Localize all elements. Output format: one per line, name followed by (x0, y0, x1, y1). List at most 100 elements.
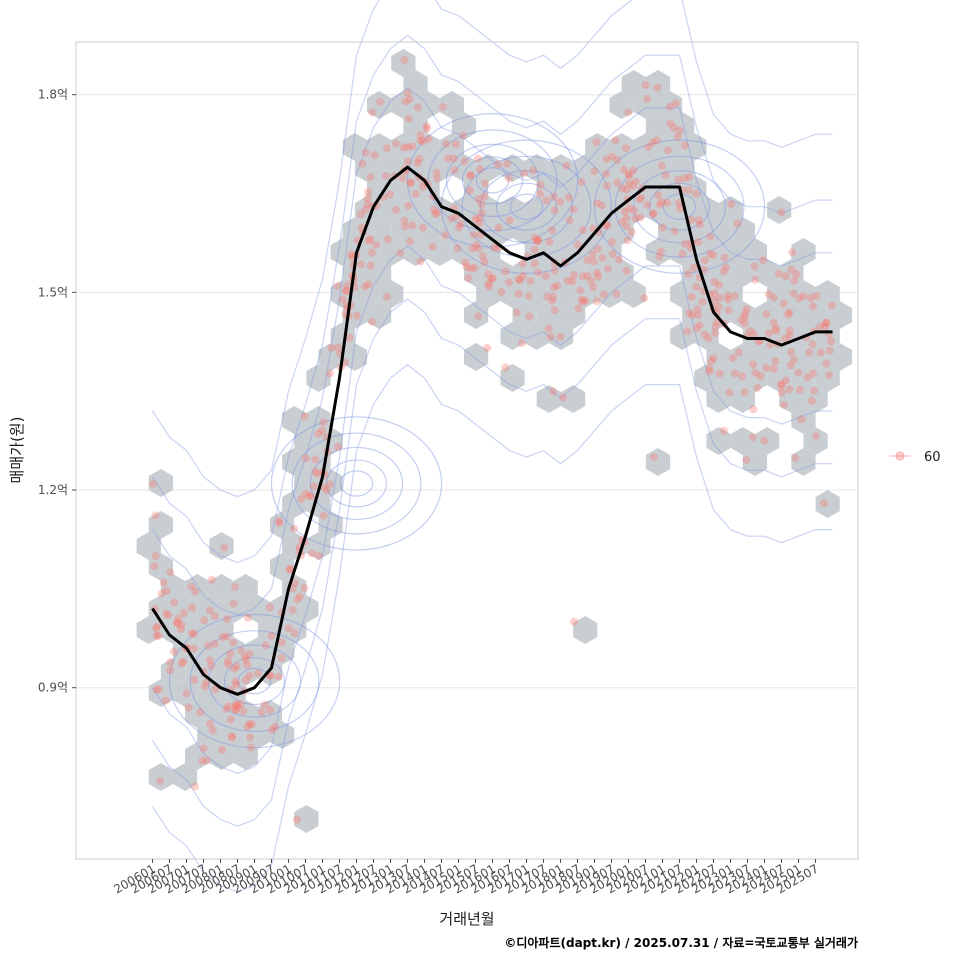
density-contour (291, 432, 422, 535)
data-point (345, 333, 354, 342)
data-point (428, 242, 437, 251)
hexbin-cell (597, 154, 622, 182)
data-point (771, 356, 780, 365)
data-point (809, 369, 817, 378)
data-point (475, 214, 484, 223)
hexbin-cell (670, 280, 695, 308)
data-point (161, 609, 170, 618)
hexbin-cell (609, 133, 634, 161)
data-point (602, 170, 611, 178)
hexbin-cell (379, 238, 404, 266)
hexbin-cell (645, 238, 671, 266)
data-point (464, 274, 473, 283)
data-point (207, 661, 216, 670)
data-point (383, 293, 391, 301)
hexbin-cell (573, 616, 598, 644)
data-point (578, 226, 587, 235)
density-contour (270, 416, 443, 551)
data-point (396, 248, 405, 257)
data-point (692, 282, 701, 291)
hexbin-cell (403, 112, 428, 140)
hexbin-cell (609, 175, 634, 203)
data-point (636, 213, 645, 222)
data-point (245, 733, 254, 742)
density-contour-envelope (151, 364, 833, 893)
hexbin-cell (803, 301, 828, 329)
data-point (408, 221, 417, 230)
data-point (159, 578, 168, 587)
data-point (444, 154, 452, 163)
hexbin-cell (221, 721, 246, 749)
y-tick-label: 1.5억 (38, 285, 68, 299)
data-point (301, 454, 310, 463)
data-point (693, 305, 702, 314)
hexbin-cell (791, 280, 816, 308)
data-point (392, 139, 400, 148)
data-point (781, 334, 790, 343)
hexbin-cell (464, 301, 489, 329)
data-point (398, 174, 407, 183)
data-point (790, 276, 799, 285)
data-point (173, 618, 182, 627)
data-point (166, 568, 175, 577)
data-point (663, 146, 672, 155)
hexbin-cell (136, 532, 161, 560)
data-point (442, 139, 451, 148)
hexbin-cell (403, 70, 428, 98)
data-point (343, 281, 352, 290)
x-axis-title: 거래년월 (439, 910, 494, 928)
hexbin-cell (282, 490, 307, 518)
hexbin-cell (706, 343, 731, 371)
data-point (327, 343, 336, 352)
hexbin-cell (548, 280, 574, 308)
data-point (290, 629, 299, 638)
data-point (151, 551, 160, 560)
data-point (223, 660, 232, 668)
data-point (307, 492, 316, 501)
data-point (364, 236, 373, 245)
data-point (608, 238, 617, 246)
data-point (470, 263, 479, 272)
data-point (687, 215, 696, 224)
data-point (559, 393, 568, 402)
hexbin-cell (670, 112, 695, 140)
data-point (484, 279, 493, 288)
data-point (265, 603, 274, 612)
data-point (825, 371, 834, 380)
data-point (810, 386, 819, 395)
hexbin-cell (185, 616, 210, 644)
data-point (164, 611, 173, 620)
data-point (226, 715, 235, 724)
data-point (484, 270, 493, 279)
data-point (459, 131, 468, 140)
data-point (618, 184, 627, 193)
hexbin-cell (536, 259, 561, 287)
data-point (569, 271, 578, 279)
data-point (161, 696, 170, 705)
density-contour (237, 667, 272, 695)
hexbin-cell (294, 805, 319, 833)
hexbin-cell (803, 343, 828, 371)
data-point (152, 631, 161, 640)
data-point (478, 252, 487, 261)
density-contour (461, 155, 592, 258)
hexbin-cell (257, 616, 283, 644)
hexbin-cell (670, 154, 695, 182)
hexbin-cell (609, 217, 634, 245)
grid-layer (76, 94, 858, 689)
data-point (812, 291, 821, 300)
data-point (166, 658, 175, 667)
data-point (764, 290, 773, 299)
data-point (433, 174, 441, 183)
hexbin-cell (391, 133, 416, 161)
data-point (635, 195, 644, 204)
hexbin-cell (803, 385, 828, 413)
data-point (154, 632, 163, 640)
hexbin-cell (621, 154, 646, 182)
data-point (722, 263, 730, 272)
data-point (376, 97, 385, 106)
data-point (290, 579, 299, 588)
hexbin-cell (815, 364, 840, 392)
hexbin-cell (694, 196, 719, 224)
data-point (564, 193, 573, 202)
